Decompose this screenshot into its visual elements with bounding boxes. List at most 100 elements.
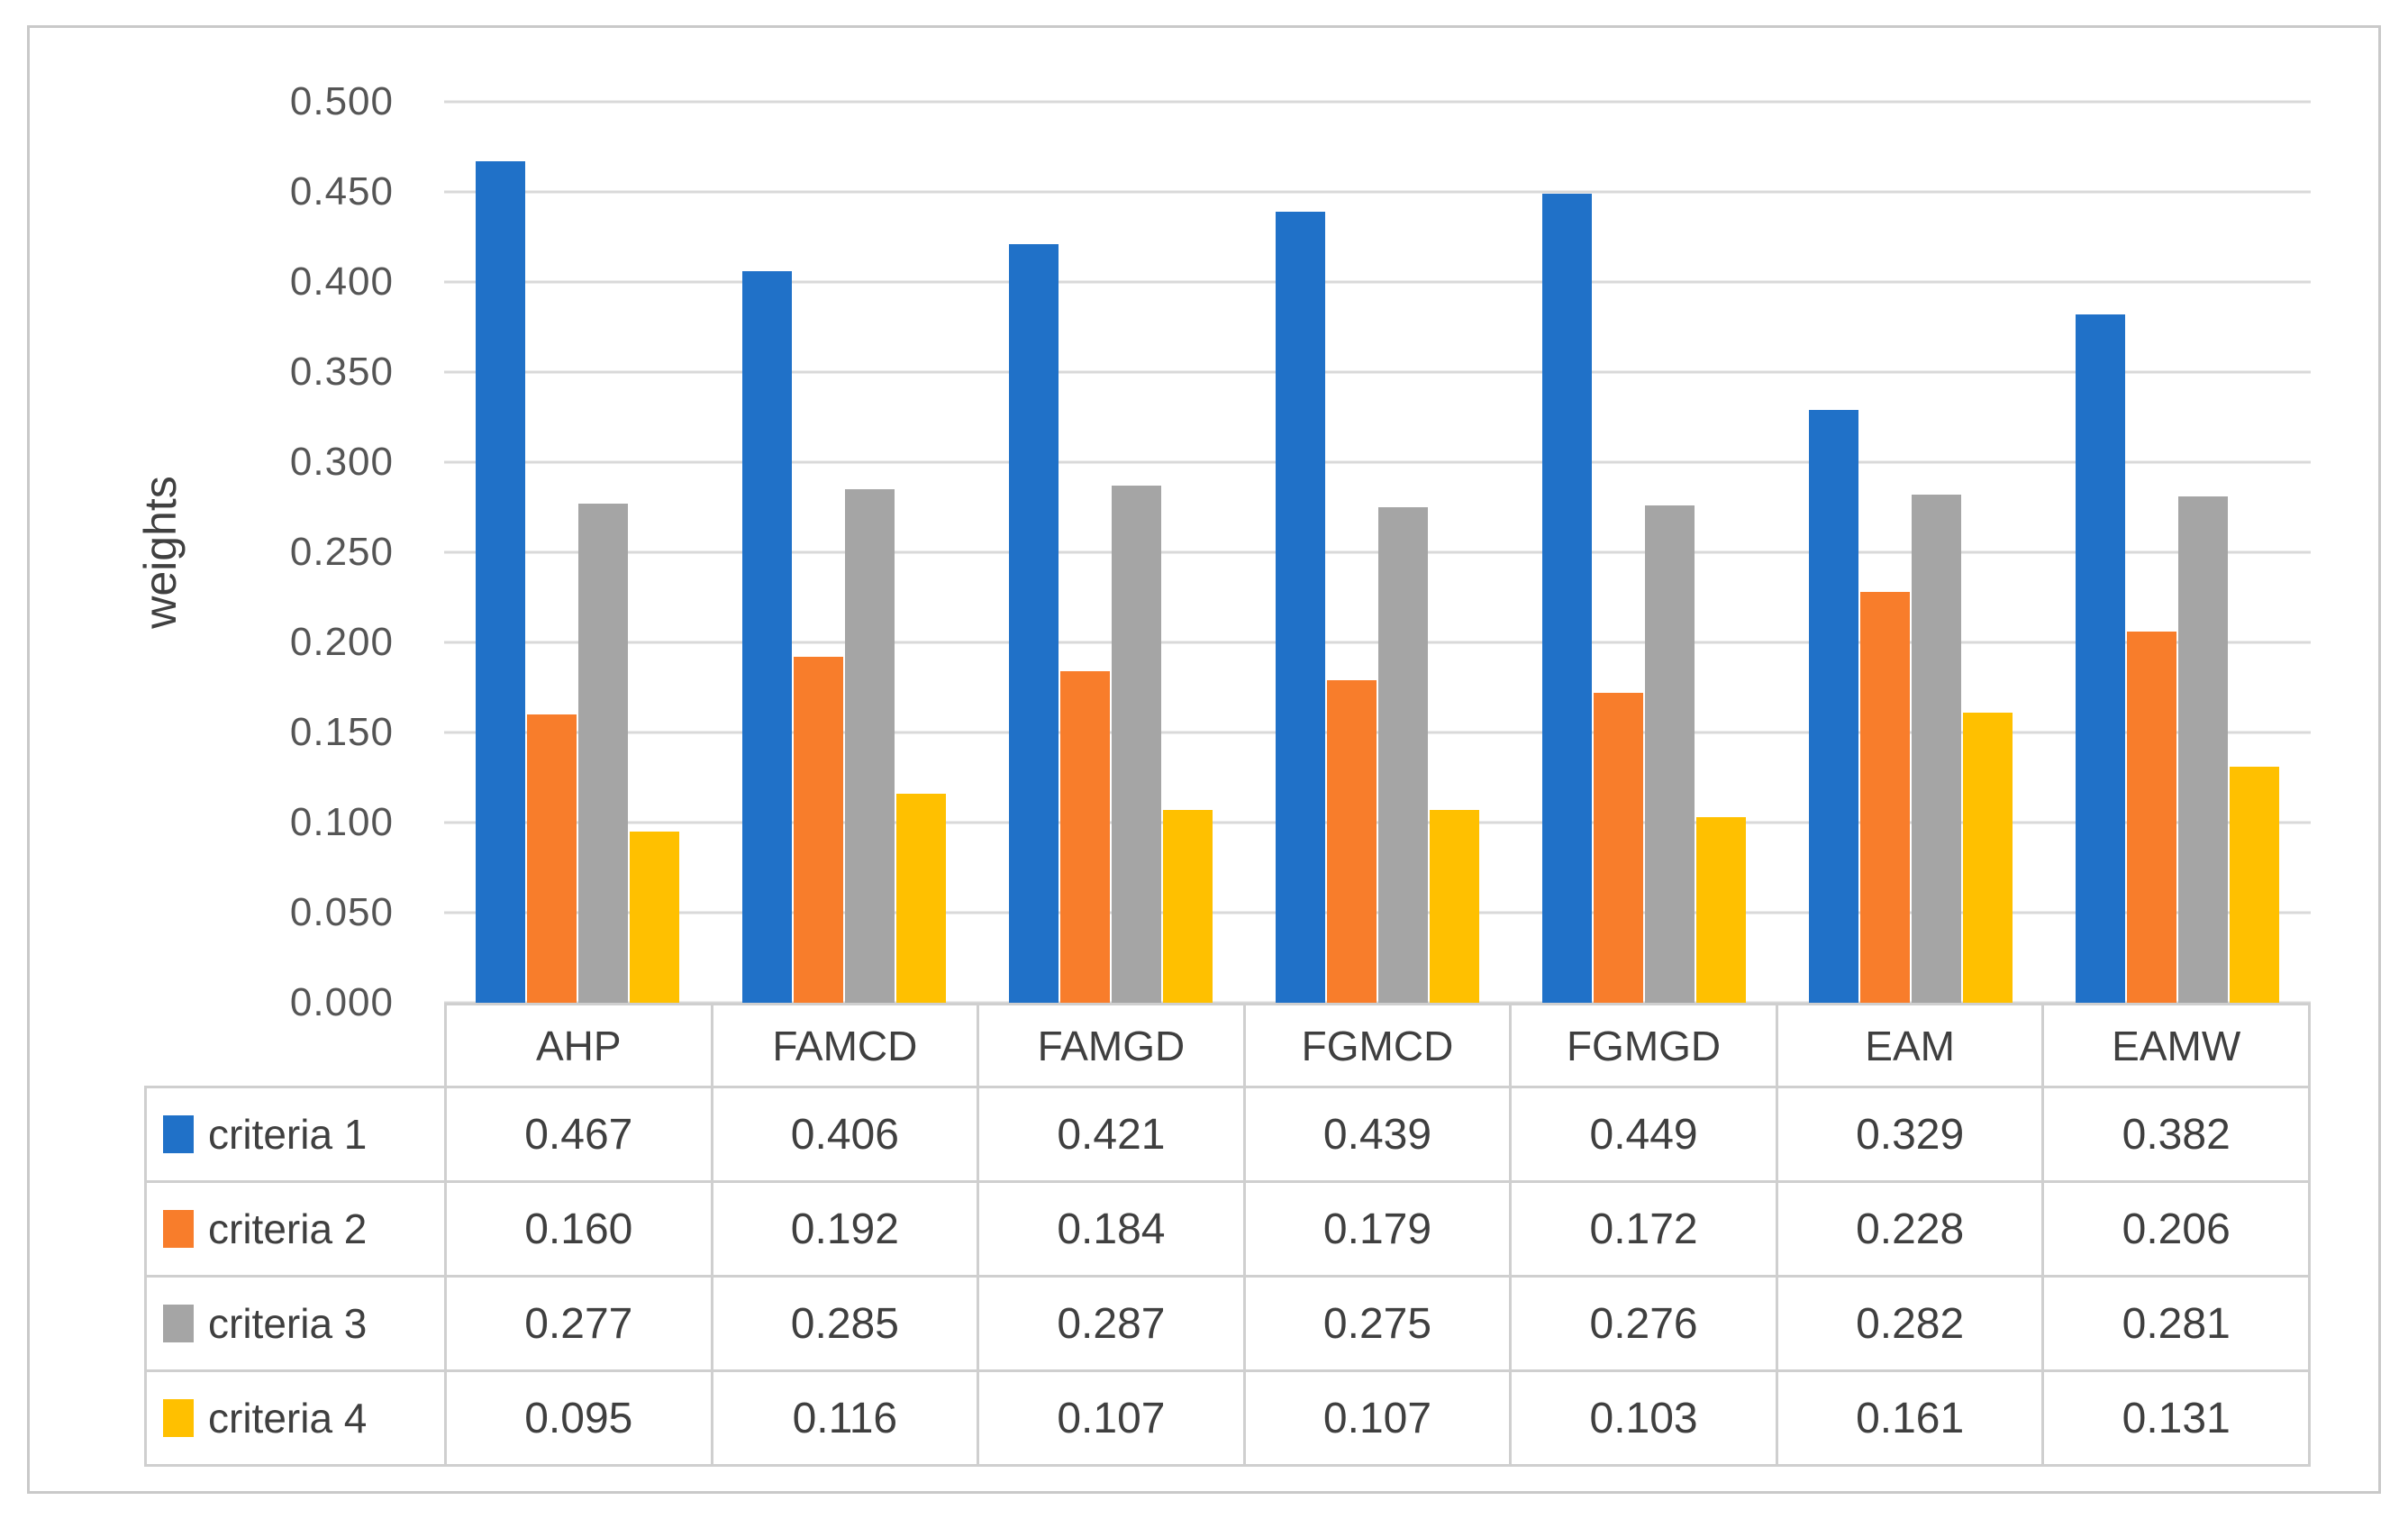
- gridline: [444, 731, 2311, 734]
- value-cell-criteria-4-FGMCD: 0.107: [1245, 1372, 1510, 1464]
- legend-label: criteria 4: [208, 1395, 368, 1442]
- value-cell-criteria-3-EAMW: 0.281: [2044, 1278, 2308, 1369]
- value-cell-criteria-1-EAMW: 0.382: [2044, 1088, 2308, 1180]
- bar-criteria-4-FGMCD: [1430, 810, 1479, 1003]
- gridline: [444, 550, 2311, 554]
- category-header-EAMW: EAMW: [2044, 1005, 2308, 1086]
- legend-cell-criteria-4: criteria 4: [147, 1372, 444, 1464]
- value-cell-criteria-1-FAMCD: 0.406: [713, 1088, 977, 1180]
- bar-criteria-3-AHP: [578, 504, 628, 1003]
- bar-criteria-2-FAMGD: [1060, 671, 1110, 1003]
- bar-groups: [444, 102, 2311, 1003]
- value-cell-criteria-3-EAM: 0.282: [1777, 1278, 2042, 1369]
- value-cell-criteria-2-EAMW: 0.206: [2044, 1183, 2308, 1275]
- category-header-AHP: AHP: [447, 1005, 711, 1086]
- bar-criteria-1-EAMW: [2076, 314, 2125, 1003]
- y-axis-tick-label: 0.350: [289, 350, 394, 394]
- bar-criteria-1-FAMGD: [1009, 244, 1059, 1003]
- y-axis-tick-label: 0.300: [289, 440, 394, 484]
- legend-cell-criteria-3: criteria 3: [147, 1278, 444, 1369]
- legend-swatch-criteria-2: [163, 1210, 194, 1248]
- value-cell-criteria-3-FAMCD: 0.285: [713, 1278, 977, 1369]
- gridline: [444, 100, 2311, 104]
- gridline: [444, 370, 2311, 374]
- value-cell-criteria-2-FAMGD: 0.184: [979, 1183, 1243, 1275]
- category-header-FAMCD: FAMCD: [713, 1005, 977, 1086]
- value-cell-criteria-3-AHP: 0.277: [447, 1278, 711, 1369]
- legend-cell-criteria-2: criteria 2: [147, 1183, 444, 1275]
- legend-label: criteria 2: [208, 1205, 368, 1252]
- y-axis-tick-label: 0.000: [289, 980, 394, 1024]
- bar-criteria-4-EAM: [1963, 713, 2013, 1003]
- legend-cell-criteria-1: criteria 1: [147, 1088, 444, 1180]
- data-table: criteria 1 0.467 0.406 0.421 0.439 0.449 0.329…: [144, 1086, 2311, 1467]
- bar-group-FGMCD: [1244, 102, 1511, 1003]
- y-axis-tick-label: 0.450: [289, 169, 394, 214]
- bar-criteria-2-FGMGD: [1594, 693, 1643, 1003]
- gridline: [444, 190, 2311, 194]
- value-cell-criteria-2-FAMCD: 0.192: [713, 1183, 977, 1275]
- value-cell-criteria-4-FAMGD: 0.107: [979, 1372, 1243, 1464]
- bar-group-FGMGD: [1511, 102, 1777, 1003]
- bar-criteria-4-FAMCD: [896, 794, 946, 1003]
- bar-criteria-4-FAMGD: [1163, 810, 1213, 1003]
- category-header-EAM: EAM: [1777, 1005, 2042, 1086]
- bar-criteria-3-EAMW: [2178, 496, 2228, 1003]
- legend-swatch-criteria-1: [163, 1115, 194, 1153]
- y-axis-tick-label: 0.500: [289, 79, 394, 123]
- bar-criteria-4-FGMGD: [1696, 817, 1746, 1003]
- value-cell-criteria-2-AHP: 0.160: [447, 1183, 711, 1275]
- value-cell-criteria-2-FGMCD: 0.179: [1245, 1183, 1510, 1275]
- value-cell-criteria-4-FGMGD: 0.103: [1512, 1372, 1776, 1464]
- bar-group-AHP: [444, 102, 711, 1003]
- y-axis-tick-label: 0.250: [289, 530, 394, 574]
- bar-group-EAMW: [2044, 102, 2311, 1003]
- value-cell-criteria-3-FAMGD: 0.287: [979, 1278, 1243, 1369]
- legend-swatch-criteria-3: [163, 1305, 194, 1342]
- bar-criteria-2-FAMCD: [794, 657, 843, 1003]
- legend-label: criteria 1: [208, 1111, 368, 1158]
- value-cell-criteria-1-FAMGD: 0.421: [979, 1088, 1243, 1180]
- bar-criteria-2-AHP: [527, 714, 577, 1003]
- bar-criteria-2-EAM: [1860, 592, 1910, 1003]
- value-cell-criteria-2-EAM: 0.228: [1777, 1183, 2042, 1275]
- value-cell-criteria-1-FGMCD: 0.439: [1245, 1088, 1510, 1180]
- y-axis-tick-label: 0.150: [289, 710, 394, 754]
- bar-group-FAMGD: [977, 102, 1244, 1003]
- gridline: [444, 911, 2311, 914]
- value-cell-criteria-4-EAMW: 0.131: [2044, 1372, 2308, 1464]
- value-cell-criteria-3-FGMCD: 0.275: [1245, 1278, 1510, 1369]
- legend-label: criteria 3: [208, 1300, 368, 1347]
- y-axis-tick-label: 0.400: [289, 259, 394, 304]
- bar-criteria-2-FGMCD: [1327, 680, 1377, 1003]
- bar-criteria-1-EAM: [1809, 410, 1858, 1003]
- plot-area: [444, 100, 2311, 1005]
- value-cell-criteria-1-FGMGD: 0.449: [1512, 1088, 1776, 1180]
- value-cell-criteria-2-FGMGD: 0.172: [1512, 1183, 1776, 1275]
- value-cell-criteria-4-FAMCD: 0.116: [713, 1372, 977, 1464]
- bar-criteria-3-FAMGD: [1112, 486, 1161, 1003]
- bar-group-FAMCD: [711, 102, 977, 1003]
- value-cell-criteria-1-EAM: 0.329: [1777, 1088, 2042, 1180]
- data-table-header-row: AHP FAMCD FAMGD FGMCD FGMGD EAM EAMW: [444, 1003, 2311, 1088]
- bar-criteria-1-AHP: [476, 161, 525, 1003]
- value-cell-criteria-4-AHP: 0.095: [447, 1372, 711, 1464]
- gridline: [444, 821, 2311, 824]
- category-header-FGMGD: FGMGD: [1512, 1005, 1776, 1086]
- bar-criteria-3-FAMCD: [845, 489, 895, 1003]
- bar-criteria-3-EAM: [1912, 495, 1961, 1003]
- bar-criteria-1-FAMCD: [742, 271, 792, 1003]
- y-axis-tick-labels: 0.500 0.450 0.400 0.350 0.300 0.250 0.200 0.150…: [162, 79, 394, 1024]
- value-cell-criteria-1-AHP: 0.467: [447, 1088, 711, 1180]
- category-header-FGMCD: FGMCD: [1245, 1005, 1510, 1086]
- category-header-FAMGD: FAMGD: [979, 1005, 1243, 1086]
- bar-criteria-1-FGMGD: [1542, 194, 1592, 1003]
- bar-criteria-1-FGMCD: [1276, 212, 1325, 1003]
- bar-criteria-3-FGMCD: [1378, 507, 1428, 1003]
- legend-swatch-criteria-4: [163, 1399, 194, 1437]
- bar-criteria-2-EAMW: [2127, 632, 2176, 1003]
- gridline: [444, 641, 2311, 644]
- bar-criteria-4-AHP: [630, 832, 679, 1003]
- value-cell-criteria-3-FGMGD: 0.276: [1512, 1278, 1776, 1369]
